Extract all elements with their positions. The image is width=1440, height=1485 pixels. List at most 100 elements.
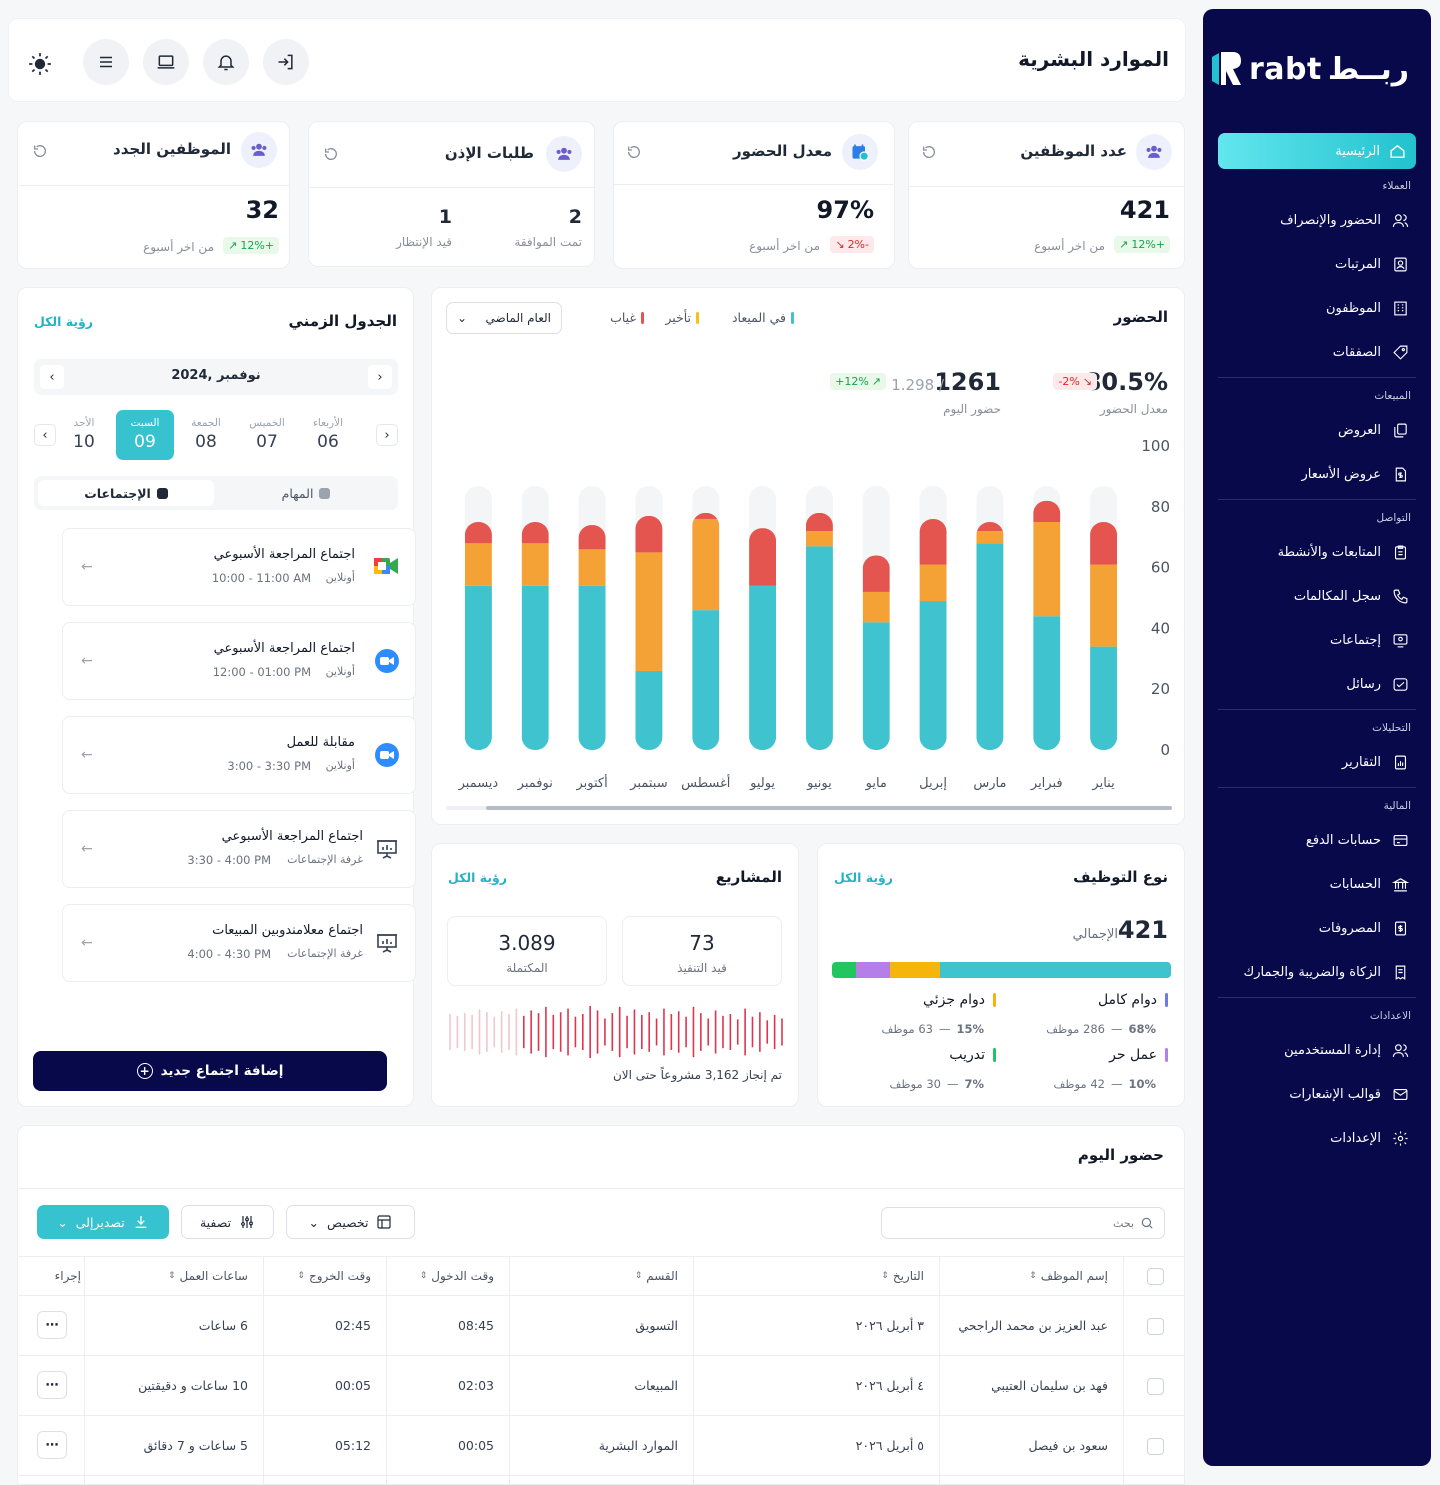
nav-item-employees[interactable]: الموظفون <box>1326 297 1409 319</box>
x-tick-label: مارس <box>973 776 1006 791</box>
notifications-button[interactable] <box>203 39 249 85</box>
meeting-place: غرفة الإجتماعات <box>287 947 363 960</box>
day-06[interactable]: الأربعاء 06 <box>299 410 357 460</box>
nav-item-messages[interactable]: رسائل <box>1346 673 1409 695</box>
bar-segment <box>862 555 890 592</box>
arrow-left-icon[interactable]: ← <box>81 841 93 857</box>
search-input[interactable] <box>914 1216 1134 1230</box>
stat-card-attendance-rate: معدل الحضور 97% -2% ↘ من اخر أسبوع <box>613 121 895 269</box>
menu-button[interactable] <box>83 39 129 85</box>
meeting-place: أونلاين <box>325 571 355 584</box>
next-days-button[interactable]: › <box>376 424 398 446</box>
row-checkbox[interactable] <box>1147 1438 1164 1455</box>
day-08[interactable]: الجمعة 08 <box>177 410 235 460</box>
meeting-item[interactable]: اجتماع المراجعة الأسبوعي أونلاين 10:00 -… <box>62 528 416 606</box>
chart-scrollbar-thumb[interactable] <box>486 806 1172 810</box>
search-box[interactable] <box>881 1207 1165 1239</box>
nav-item-meetings[interactable]: إجتماعات <box>1330 629 1409 651</box>
bar-segment <box>1090 646 1118 750</box>
nav-item-expenses[interactable]: المصروفات <box>1319 917 1409 939</box>
change-badge: +12% ↗ <box>223 237 279 254</box>
chevron-left-icon[interactable]: ‹ <box>40 365 64 389</box>
nav-item-user-management[interactable]: إدارة المستخدمين <box>1284 1039 1409 1061</box>
stat-value: 97% <box>816 196 874 224</box>
column-header[interactable]: وقت الخروج ⇕ <box>297 1269 371 1283</box>
tab-meetings[interactable]: الإجتماعات <box>38 480 214 506</box>
meeting-item[interactable]: اجتماع المراجعة الأسبوعي أونلاين 12:00 -… <box>62 622 416 700</box>
refresh-icon[interactable] <box>626 144 642 160</box>
customize-button[interactable]: تخصيص ⌄ <box>286 1205 415 1239</box>
row-checkbox[interactable] <box>1147 1318 1164 1335</box>
row-actions-button[interactable]: ⋯ <box>37 1371 67 1399</box>
bar-segment <box>976 531 1004 544</box>
column-header[interactable]: القسم ⇕ <box>634 1269 678 1283</box>
column-header[interactable]: ساعات العمل ⇕ <box>168 1269 248 1283</box>
nav-item-reports[interactable]: التقارير <box>1342 751 1409 773</box>
change-badge: -2% ↘ <box>830 236 874 253</box>
export-button[interactable]: تصديرإلى ⌄ <box>37 1205 169 1239</box>
nav-item-settings[interactable]: الإعدادات <box>1330 1127 1409 1149</box>
add-meeting-button[interactable]: إضافة اجتماع جديد + <box>33 1051 387 1091</box>
brand-logo[interactable]: rabt ربــط <box>1209 49 1409 89</box>
day-10[interactable]: الأحد 10 <box>55 410 113 460</box>
nav-item-followups[interactable]: المتابعات والأنشطة <box>1278 541 1409 563</box>
row-checkbox[interactable] <box>1147 1378 1164 1395</box>
row-actions-button[interactable]: ⋯ <box>37 1311 67 1339</box>
arrow-left-icon[interactable]: ← <box>81 653 93 669</box>
theme-toggle-button[interactable] <box>23 47 57 81</box>
nav-item-accounts[interactable]: الحسابات <box>1330 873 1409 895</box>
x-tick-label: يوليو <box>749 776 775 791</box>
refresh-icon[interactable] <box>323 146 339 162</box>
select-all-checkbox[interactable] <box>1147 1268 1164 1285</box>
nav-item-deals[interactable]: الصفقات <box>1333 341 1409 363</box>
meeting-item[interactable]: مقابلة للعمل أونلاين 3:00 - 3:30 PM ← <box>62 716 416 794</box>
arrow-left-icon[interactable]: ← <box>81 747 93 763</box>
nav-item-zakat[interactable]: الزكاة والضريبة والجمارك <box>1244 961 1410 983</box>
screen-button[interactable] <box>143 39 189 85</box>
nav-item-quotes[interactable]: عروض الأسعار <box>1302 463 1410 485</box>
meeting-item[interactable]: اجتماع معلامندوبين المبيعات غرفة الإجتما… <box>62 904 416 982</box>
employment-view-all-link[interactable]: رؤية الكل <box>834 870 893 885</box>
nav-item-payment-accounts[interactable]: حسابات الدفع <box>1306 829 1409 851</box>
nav-item-salaries[interactable]: المرتبات <box>1335 253 1409 275</box>
refresh-icon[interactable] <box>921 144 937 160</box>
day-number: 08 <box>195 432 217 452</box>
logout-button[interactable] <box>263 39 309 85</box>
bar-stack <box>1090 522 1118 750</box>
timeline-view-all-link[interactable]: رؤية الكل <box>34 314 93 329</box>
period-dropdown[interactable]: العام الماضي ⌄ <box>446 302 562 334</box>
column-header[interactable]: وقت الدخول ⇕ <box>419 1269 494 1283</box>
tab-tasks[interactable]: المهام <box>218 480 394 506</box>
nav-item-offers[interactable]: العروض <box>1338 419 1409 441</box>
column-header[interactable]: إسم الموظف ⇕ <box>1029 1269 1108 1283</box>
row-divider <box>18 1475 1184 1476</box>
prev-days-button[interactable]: ‹ <box>34 424 56 446</box>
bar-segment <box>635 670 663 750</box>
nav-item-attendance[interactable]: الحضور والإنصراف <box>1280 209 1409 231</box>
completed-label: المكتملة <box>506 961 548 975</box>
bar-segment <box>919 564 947 602</box>
row-actions-button[interactable]: ⋯ <box>37 1431 67 1459</box>
attendance-card: الحضور في الميعاد تأخير غياب العام الماض… <box>431 287 1185 825</box>
arrow-left-icon[interactable]: ← <box>81 935 93 951</box>
clipboard-icon <box>1391 543 1409 561</box>
day-09[interactable]: السبت 09 <box>116 410 174 460</box>
column-divider <box>263 1256 264 1485</box>
y-tick-label: 20 <box>1151 680 1170 698</box>
refresh-icon[interactable] <box>32 143 48 159</box>
arrow-left-icon[interactable]: ← <box>81 559 93 575</box>
chevron-right-icon[interactable]: › <box>368 365 392 389</box>
column-header[interactable]: التاريخ ⇕ <box>881 1269 924 1283</box>
filter-button[interactable]: تصفية <box>181 1205 274 1239</box>
bar-segment <box>521 522 549 544</box>
projects-view-all-link[interactable]: رؤية الكل <box>448 870 507 885</box>
nav-item-notification-templates[interactable]: قوالب الإشعارات <box>1289 1083 1409 1105</box>
column-header[interactable]: إجراء <box>54 1269 81 1283</box>
nav-item-home[interactable]: الرئيسية <box>1218 133 1416 169</box>
nav-item-calls[interactable]: سجل المكالمات <box>1294 585 1409 607</box>
day-07[interactable]: الخميس 07 <box>238 410 296 460</box>
table-cell-date: ٥ أبريل ٢٠٢٦ <box>855 1438 924 1453</box>
type-label: دوام كامل <box>1097 992 1157 1008</box>
day-name: الأحد <box>73 417 95 429</box>
meeting-item[interactable]: اجتماع المراجعة الأسبوعي غرفة الإجتماعات… <box>62 810 416 888</box>
